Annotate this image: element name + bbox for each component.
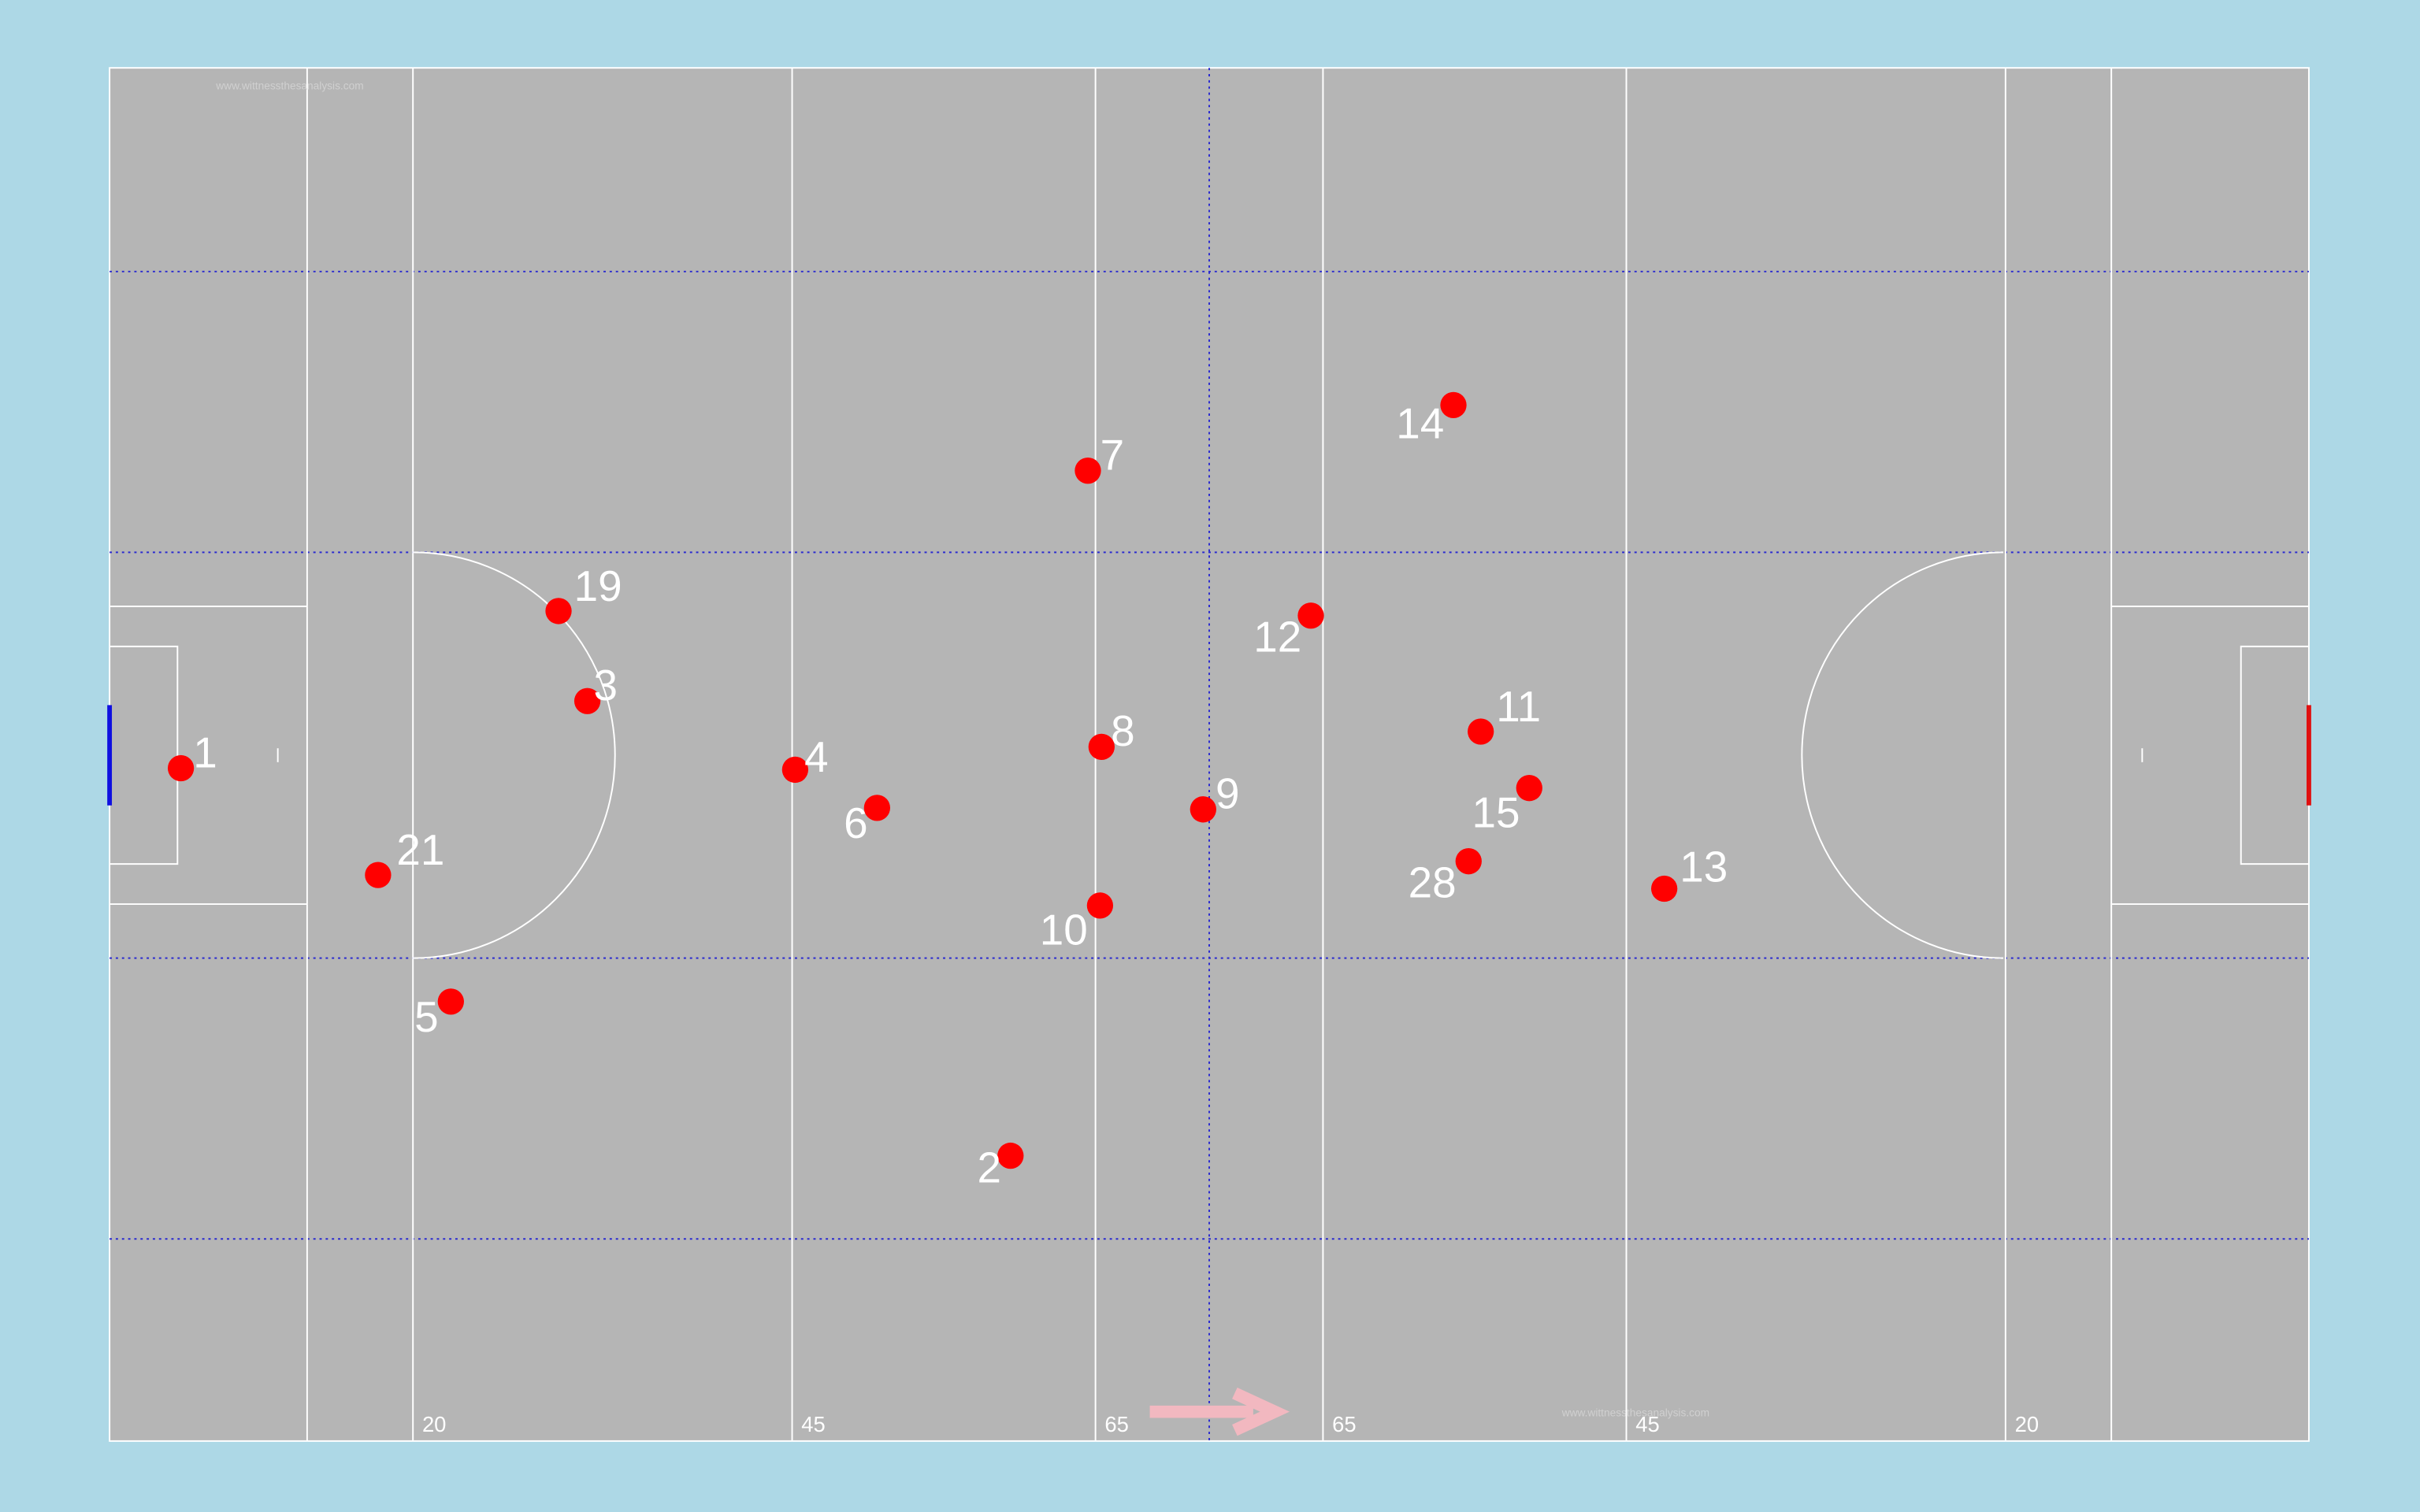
player-marker xyxy=(1075,458,1101,484)
player-marker xyxy=(863,795,891,821)
player-marker xyxy=(1190,796,1216,823)
player-marker xyxy=(1650,875,1678,902)
player-label: 3 xyxy=(593,661,618,710)
player-label: 15 xyxy=(1472,788,1520,836)
x-tick-label: 45 xyxy=(1635,1412,1659,1436)
watermark: www.wittnessthesanalysis.com xyxy=(215,80,363,92)
player-label: 8 xyxy=(1111,706,1135,755)
player-marker xyxy=(437,988,464,1015)
player-label: 4 xyxy=(804,732,829,781)
player-marker xyxy=(1086,892,1114,919)
x-tick-label: 65 xyxy=(1104,1412,1128,1436)
player-label: 9 xyxy=(1216,769,1240,818)
player-label: 11 xyxy=(1496,682,1541,731)
player-marker xyxy=(1088,733,1115,761)
player-label: 21 xyxy=(396,825,444,874)
player-label: 13 xyxy=(1680,843,1728,891)
player-marker xyxy=(1468,718,1494,745)
player-label: 5 xyxy=(414,992,439,1041)
player-label: 7 xyxy=(1101,430,1125,479)
player-marker xyxy=(545,598,572,624)
x-tick-label: 20 xyxy=(2015,1412,2039,1436)
player-marker xyxy=(1455,848,1482,875)
pitch xyxy=(107,67,2311,1442)
player-label: 14 xyxy=(1396,398,1444,447)
player-marker xyxy=(781,756,809,784)
player-label: 28 xyxy=(1409,858,1457,906)
player-marker xyxy=(573,687,601,714)
player-marker xyxy=(1440,391,1467,419)
player-marker xyxy=(1297,602,1324,629)
watermark: www.wittnessthesanalysis.com xyxy=(1561,1407,1709,1419)
x-tick-label: 65 xyxy=(1332,1412,1356,1436)
player-label: 2 xyxy=(978,1143,1002,1192)
player-label: 12 xyxy=(1253,613,1301,662)
player-marker xyxy=(167,754,195,782)
player-label: 10 xyxy=(1040,906,1088,954)
player-marker xyxy=(1516,775,1542,802)
x-tick-label: 45 xyxy=(801,1412,825,1436)
x-tick-label: 20 xyxy=(422,1412,446,1436)
player-label: 1 xyxy=(193,728,217,776)
player-label: 6 xyxy=(844,799,868,847)
player-marker xyxy=(365,862,392,888)
player-label: 19 xyxy=(574,561,622,610)
player-marker xyxy=(997,1142,1024,1169)
